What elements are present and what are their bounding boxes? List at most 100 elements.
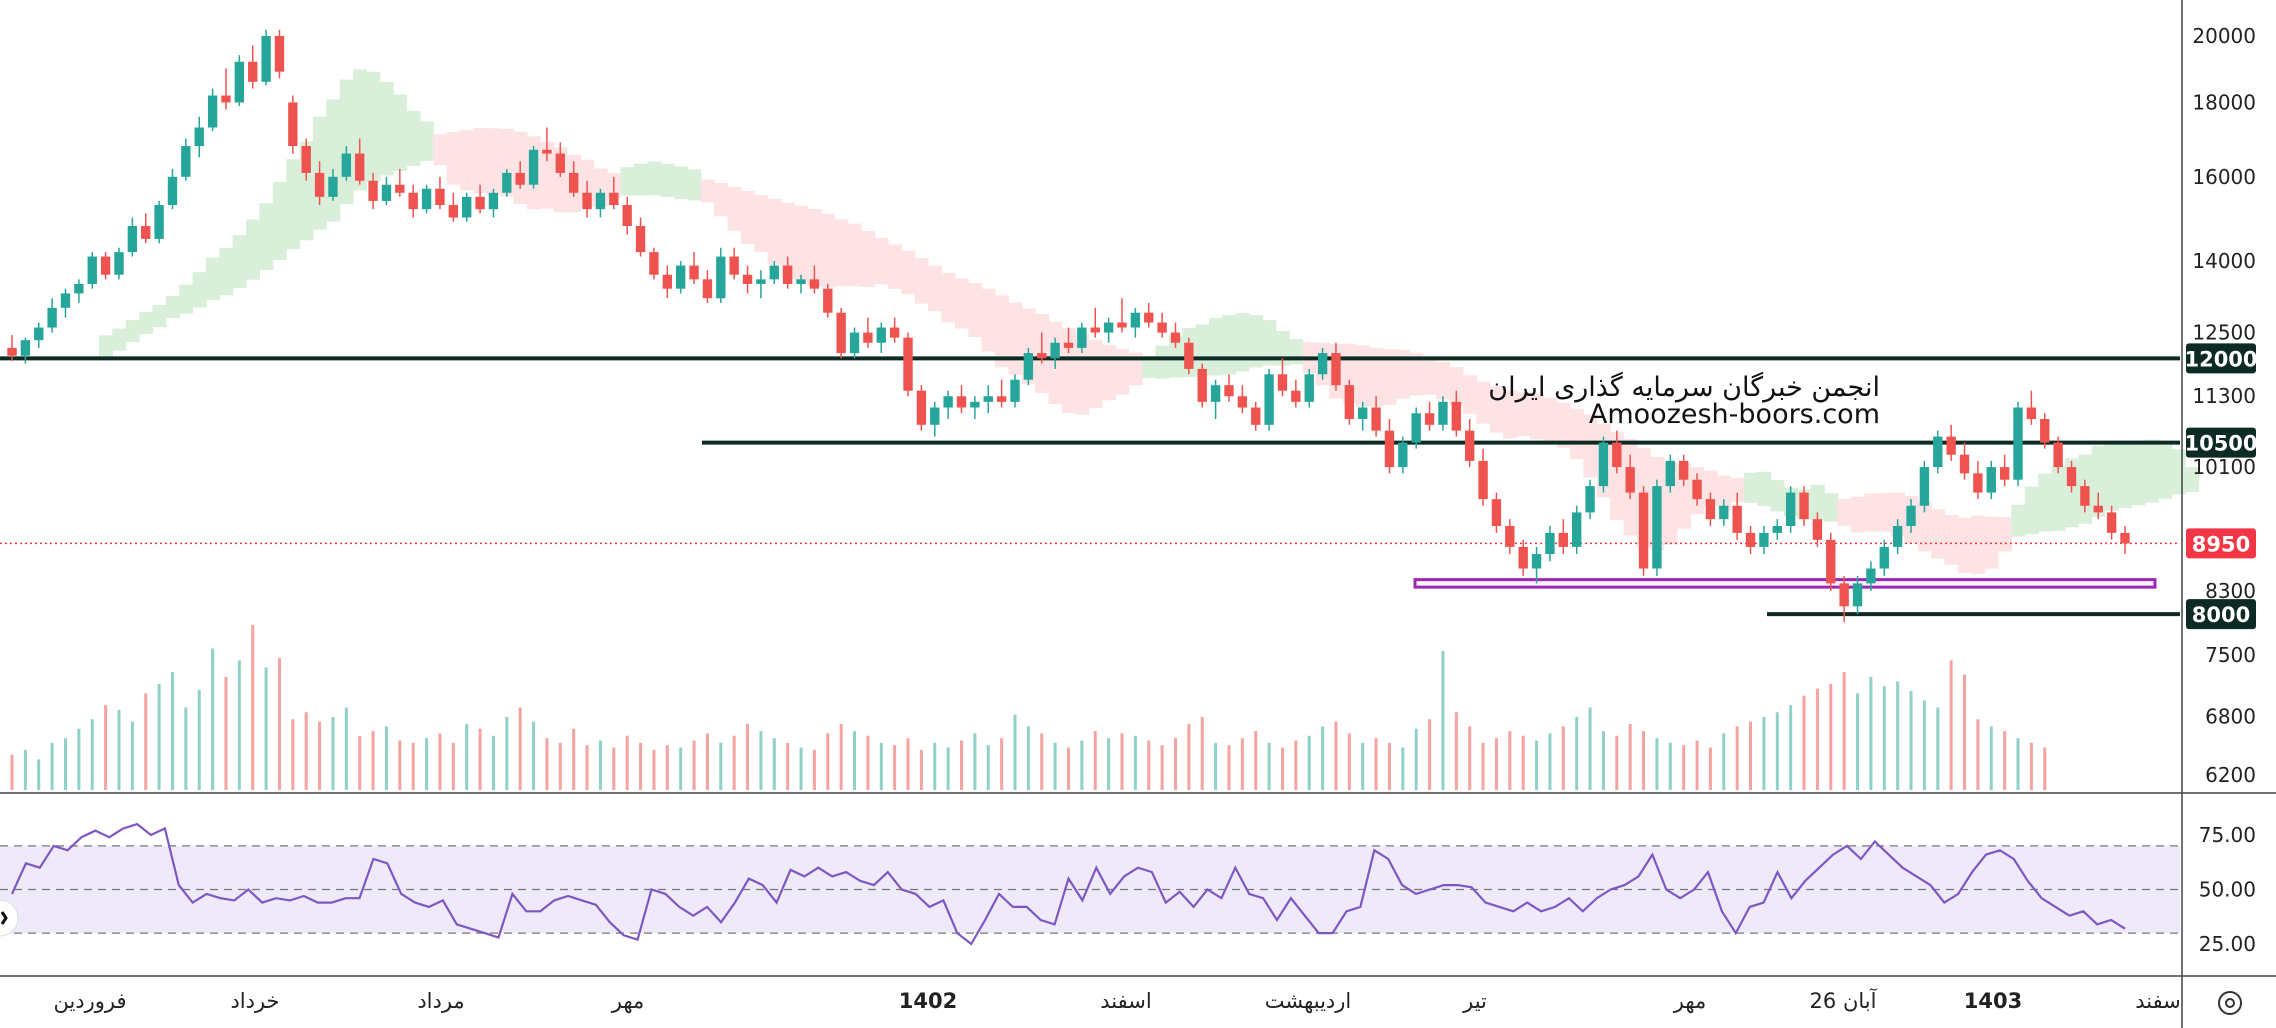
ichimoku-cloud bbox=[98, 69, 2200, 574]
cloud-segment bbox=[1208, 317, 1223, 376]
volume-bar bbox=[2003, 731, 2007, 790]
volume-bar bbox=[1481, 742, 1485, 790]
volume-bar bbox=[505, 716, 509, 790]
cloud-segment bbox=[1128, 352, 1143, 386]
cloud-segment bbox=[1877, 492, 1892, 532]
candle-body bbox=[60, 293, 71, 308]
volume-bar bbox=[197, 689, 201, 790]
cloud-segment bbox=[1262, 320, 1277, 366]
volume-bar bbox=[1668, 742, 1672, 790]
cloud-segment bbox=[246, 219, 261, 280]
price-tick-label: 12500 bbox=[2192, 321, 2256, 345]
candle-body bbox=[154, 205, 164, 239]
volume-bar bbox=[1200, 716, 1204, 790]
candle-body bbox=[702, 279, 713, 299]
candle-body bbox=[1411, 413, 1421, 443]
candle-body bbox=[823, 288, 833, 313]
cloud-segment bbox=[1489, 386, 1504, 433]
support-zone[interactable] bbox=[1413, 578, 2157, 589]
volume-bar bbox=[130, 721, 134, 790]
candle-body bbox=[649, 252, 659, 275]
cloud-segment bbox=[2038, 473, 2053, 532]
candle-body bbox=[288, 102, 298, 147]
candle-body bbox=[127, 225, 138, 253]
volume-bar bbox=[1856, 693, 1860, 790]
cloud-segment bbox=[1810, 484, 1825, 521]
volume-bar bbox=[893, 745, 897, 790]
volume-bar bbox=[1775, 712, 1779, 790]
volume-bar bbox=[1882, 686, 1886, 790]
cloud-segment bbox=[125, 320, 140, 343]
cloud-segment bbox=[1142, 355, 1157, 378]
candle-body bbox=[1505, 525, 1515, 547]
cloud-segment bbox=[366, 71, 381, 182]
cloud-segment bbox=[259, 203, 274, 270]
candle-body bbox=[1077, 327, 1087, 348]
cloud-segment bbox=[687, 169, 702, 201]
candle-body bbox=[622, 205, 632, 226]
candle-body bbox=[943, 396, 953, 408]
candle-body bbox=[635, 225, 646, 253]
volume-bar bbox=[411, 742, 415, 790]
time-tick-label: اردیبهشت bbox=[1265, 989, 1352, 1013]
rsi-tick-label: 25.00 bbox=[2199, 932, 2256, 956]
volume-bar bbox=[237, 660, 241, 790]
volume-bar bbox=[866, 735, 870, 790]
cloud-segment bbox=[2118, 441, 2133, 508]
time-axis[interactable]: فروردین خرداد مرداد مهر 1402 اسفند اردیبهشت تیر… bbox=[53, 988, 2180, 1013]
candle-body bbox=[729, 256, 739, 275]
volume-bar bbox=[1321, 726, 1325, 790]
volume-bar bbox=[1949, 660, 1953, 790]
price-tick-label: 20000 bbox=[2192, 24, 2256, 48]
price-tick-label: 8300 bbox=[2205, 579, 2256, 603]
time-tick-label: 26 آبان bbox=[1810, 988, 1878, 1013]
candle-body bbox=[328, 176, 338, 197]
scroll-left-circle[interactable] bbox=[0, 899, 19, 937]
volume-bar bbox=[1829, 683, 1833, 790]
candle-body bbox=[1879, 546, 1889, 569]
volume-bar bbox=[1160, 745, 1164, 790]
time-tick-label: مهر bbox=[611, 989, 645, 1013]
cloud-segment bbox=[1864, 493, 1879, 532]
candle-body bbox=[221, 95, 231, 103]
volume-bar bbox=[184, 707, 188, 790]
candle-body bbox=[1358, 407, 1368, 419]
cloud-segment bbox=[794, 205, 809, 283]
cloud-segment bbox=[2158, 444, 2173, 499]
volume-bar bbox=[10, 754, 14, 790]
cloud-segment bbox=[272, 182, 287, 261]
candle-body bbox=[1531, 554, 1542, 569]
cloud-segment bbox=[1824, 493, 1839, 522]
cloud-segment bbox=[1115, 348, 1130, 395]
volume-bar bbox=[384, 726, 388, 790]
candle-body bbox=[1986, 467, 1996, 493]
cloud-segment bbox=[727, 187, 742, 231]
cloud-segment bbox=[700, 179, 715, 203]
cloud-segment bbox=[460, 130, 474, 191]
time-tick-label: فروردین bbox=[53, 989, 126, 1013]
volume-bar bbox=[1762, 716, 1766, 790]
cloud-segment bbox=[1449, 367, 1464, 405]
candle-body bbox=[381, 184, 392, 201]
cloud-segment bbox=[2011, 504, 2026, 537]
volume-bar bbox=[518, 707, 522, 790]
scroll-left-button[interactable] bbox=[0, 899, 19, 937]
cloud-segment bbox=[205, 257, 220, 301]
volume-bar bbox=[1735, 726, 1739, 790]
watermark: انجمن خبرگان سرمایه گذاری ایران Amoozesh… bbox=[1488, 371, 1880, 430]
candle-body bbox=[1398, 442, 1408, 468]
settings-button[interactable] bbox=[2218, 991, 2242, 1015]
candle-body bbox=[421, 188, 432, 210]
volume-bar bbox=[1428, 719, 1432, 790]
volume-bar bbox=[1026, 726, 1030, 790]
settings-icon[interactable] bbox=[2218, 991, 2242, 1015]
volume-bar bbox=[1000, 738, 1004, 790]
candle-body bbox=[261, 36, 271, 82]
volume-bar bbox=[1454, 712, 1458, 790]
candle-body bbox=[528, 149, 539, 185]
candle-body bbox=[916, 390, 927, 425]
rsi-axis[interactable]: 75.00 50.00 25.00 bbox=[2199, 823, 2256, 956]
price-axis[interactable]: 20000 18000 16000 14000 12500 11300 10100 8300 7… bbox=[2192, 24, 2256, 787]
candle-body bbox=[1264, 374, 1274, 425]
